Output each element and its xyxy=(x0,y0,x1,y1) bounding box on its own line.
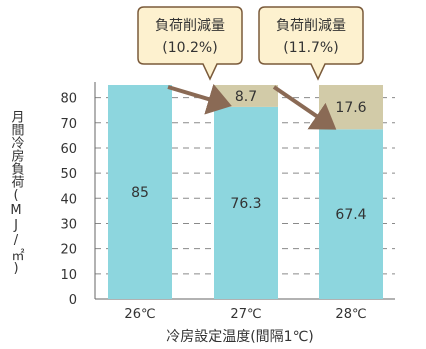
y-tick-label: 30 xyxy=(60,217,77,232)
callout-title: 負荷削減量 xyxy=(276,17,346,34)
x-tick-label: 28℃ xyxy=(335,307,366,322)
x-tick-labels: 26℃ 27℃ 28℃ xyxy=(124,307,366,322)
y-tick-label: 0 xyxy=(69,293,77,308)
callout-bubble xyxy=(258,6,364,81)
bar-base xyxy=(319,129,383,299)
y-tick-labels: 0 10 20 30 40 50 60 70 80 xyxy=(60,92,77,308)
bar-base-label: 85 xyxy=(131,185,149,201)
callout-percent: (10.2%) xyxy=(162,40,217,56)
callout: 負荷削減量 (11.7%) xyxy=(258,6,364,81)
y-axis-label: 月間冷房負荷(MJ/㎡) xyxy=(8,110,24,276)
callout-percent: (11.7%) xyxy=(283,40,338,56)
callout-bubble xyxy=(137,6,243,81)
reduction-arrow xyxy=(272,85,337,130)
callout-title: 負荷削減量 xyxy=(155,17,225,34)
y-tick-label: 70 xyxy=(60,117,77,132)
bar-base-label: 67.4 xyxy=(335,207,366,223)
bar-reduction-label: 17.6 xyxy=(335,100,366,116)
bar-base xyxy=(108,85,172,299)
bar-base-label: 76.3 xyxy=(230,196,261,212)
y-tick-label: 20 xyxy=(60,243,77,258)
reduction-arrow xyxy=(167,83,232,115)
callout: 負荷削減量 (10.2%) xyxy=(137,6,243,81)
y-tick-label: 60 xyxy=(60,142,77,157)
y-tick-label: 40 xyxy=(60,192,77,207)
x-tick-label: 27℃ xyxy=(230,307,261,322)
bars: 85 76.3 8.7 67.4 17.6 xyxy=(108,85,383,299)
reduction-arrows xyxy=(167,83,337,130)
bar-base xyxy=(214,106,278,299)
y-tick-label: 50 xyxy=(60,167,77,182)
y-tick-label: 80 xyxy=(60,92,77,107)
y-axis-label-box: 月間冷房負荷(MJ/㎡) xyxy=(6,110,26,285)
x-axis-label: 冷房設定温度(間隔1℃) xyxy=(166,329,314,345)
x-tick-label: 26℃ xyxy=(124,307,155,322)
callouts: 負荷削減量 (10.2%) 負荷削減量 (11.7%) xyxy=(137,6,364,81)
y-tick-label: 10 xyxy=(60,268,77,283)
bar-reduction-label: 8.7 xyxy=(235,89,257,105)
